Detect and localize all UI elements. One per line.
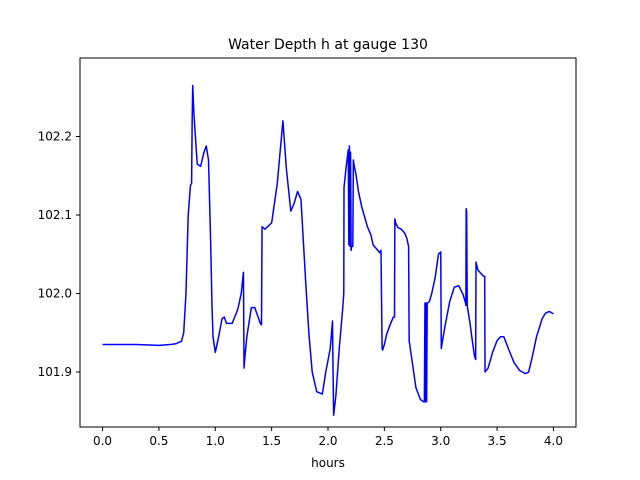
x-tick-label: 0.0 (93, 434, 112, 448)
x-axis: 0.0 0.5 1.0 1.5 2.0 2.5 3.0 3.5 4.0 (93, 427, 563, 448)
y-tick-label: 101.9 (38, 365, 72, 379)
x-tick-label: 3.0 (431, 434, 450, 448)
chart-title: Water Depth h at gauge 130 (228, 37, 428, 53)
plot-area (79, 57, 577, 428)
y-axis: 101.9 102.0 102.1 102.2 (38, 130, 80, 379)
y-tick-label: 102.0 (38, 287, 72, 301)
y-tick-label: 102.1 (38, 208, 72, 222)
x-tick-label: 2.5 (375, 434, 394, 448)
axes-frame (79, 57, 577, 428)
x-tick-label: 4.0 (544, 434, 563, 448)
y-tick-label: 102.2 (38, 130, 72, 144)
x-tick-label: 0.5 (149, 434, 168, 448)
x-axis-label: hours (311, 456, 345, 470)
x-tick-label: 1.5 (262, 434, 281, 448)
x-tick-label: 1.0 (206, 434, 225, 448)
x-tick-label: 2.0 (318, 434, 337, 448)
series-line (102, 84, 554, 416)
x-tick-label: 3.5 (488, 434, 507, 448)
